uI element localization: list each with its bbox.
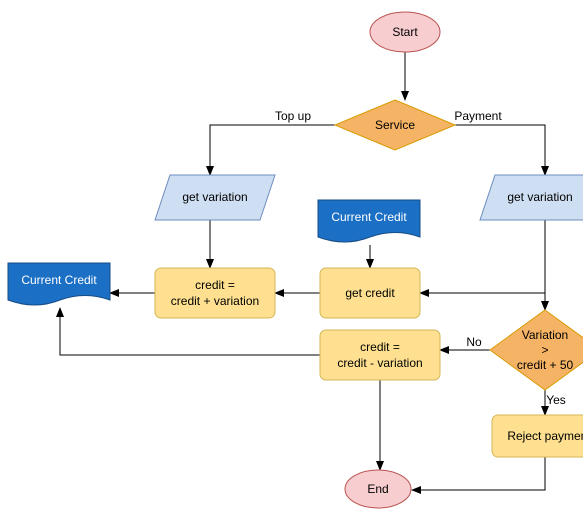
- variation-decision: Variation > credit + 50: [490, 310, 583, 390]
- variation-label1: Variation: [522, 328, 568, 342]
- edge-label-topup: Top up: [275, 109, 311, 123]
- current-credit-out-label: Current Credit: [21, 273, 97, 287]
- edge-label-no: No: [466, 335, 482, 349]
- edge-label-payment: Payment: [454, 109, 502, 123]
- get-variation-left-label: get variation: [182, 190, 247, 204]
- credit-minus-node: credit = credit - variation: [320, 330, 440, 380]
- edge-service-payment: [455, 125, 545, 175]
- edge-label-yes: Yes: [546, 393, 566, 407]
- service-decision: Service: [335, 100, 455, 150]
- current-credit-in-label: Current Credit: [331, 210, 407, 224]
- service-label: Service: [375, 118, 415, 132]
- get-credit-label: get credit: [345, 286, 395, 300]
- end-label: End: [367, 482, 388, 496]
- get-credit-node: get credit: [320, 268, 420, 318]
- edge-reject-end: [412, 457, 545, 490]
- variation-label2: >: [541, 343, 548, 357]
- credit-plus-node: credit = credit + variation: [155, 268, 275, 318]
- credit-minus-label1: credit =: [360, 340, 400, 354]
- reject-payment-node: Reject payment: [492, 415, 583, 457]
- start-node: Start: [370, 12, 440, 52]
- credit-plus-label2: credit + variation: [171, 294, 259, 308]
- get-variation-right-label: get variation: [507, 190, 572, 204]
- current-credit-out: Current Credit: [8, 263, 110, 305]
- credit-plus-label1: credit =: [195, 278, 235, 292]
- get-variation-right: get variation: [480, 175, 583, 220]
- start-label: Start: [392, 25, 418, 39]
- edge-service-topup: [210, 125, 335, 175]
- variation-label3: credit + 50: [517, 358, 574, 372]
- end-node: End: [345, 470, 411, 508]
- get-variation-left: get variation: [155, 175, 275, 220]
- current-credit-in: Current Credit: [318, 200, 420, 242]
- credit-minus-label2: credit - variation: [337, 356, 422, 370]
- reject-label: Reject payment: [507, 429, 583, 443]
- edges: Top up Payment No Yes: [60, 52, 566, 490]
